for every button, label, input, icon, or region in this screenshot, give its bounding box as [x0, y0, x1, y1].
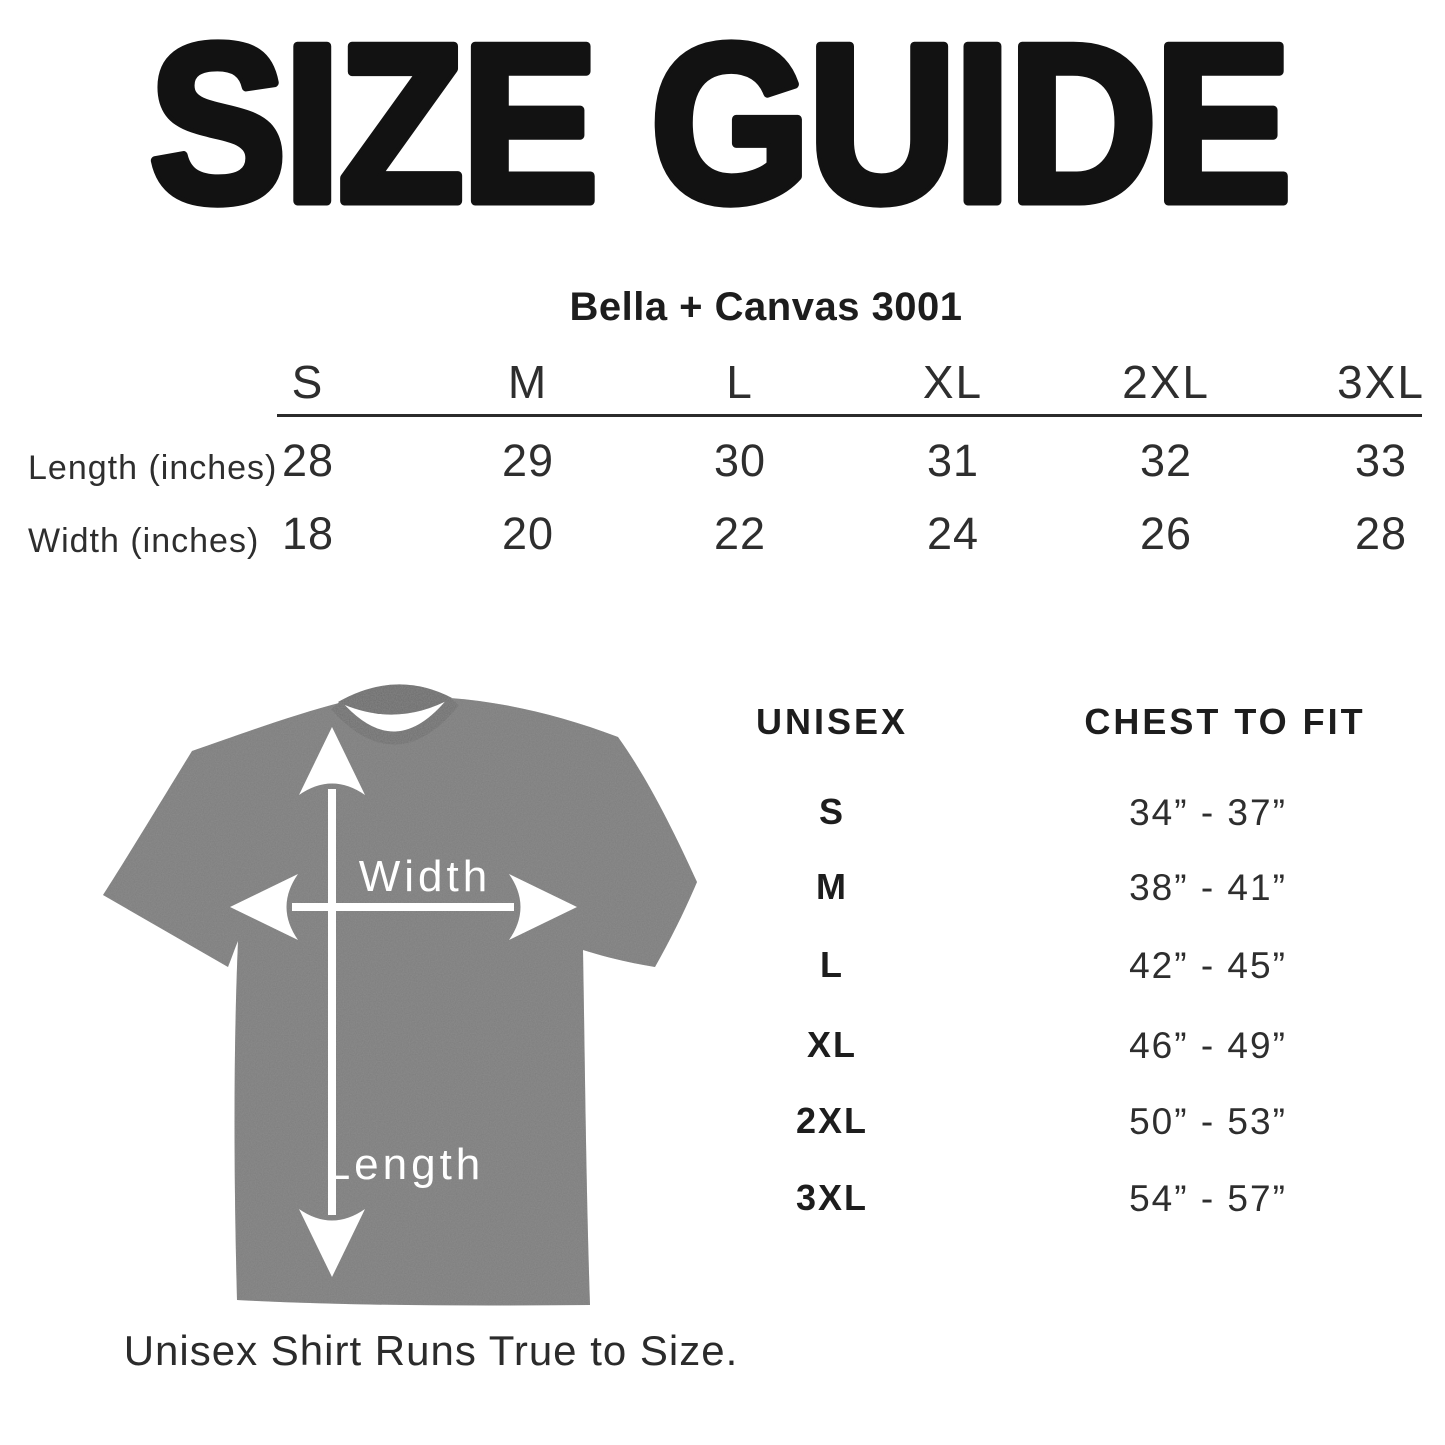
length-value-3xl: 33 [1354, 435, 1408, 486]
size-col-header-3xl: 3XL [1337, 356, 1425, 408]
length-row-label: Length (inches) [28, 449, 278, 487]
fit-chest-m: 38” - 41” [1129, 867, 1287, 908]
page-title: SIZE GUIDE [149, 0, 1289, 220]
length-value-xl: 31 [926, 435, 980, 486]
fit-chest-3xl: 54” - 57” [1129, 1178, 1287, 1219]
fit-size-xl: XL [806, 1024, 858, 1065]
table-header-rule [277, 414, 1422, 417]
width-arrow-label: Width [359, 852, 491, 901]
size-col-header-l: L [726, 356, 754, 408]
width-value-s: 18 [281, 508, 335, 559]
size-col-header-2xl: 2XL [1122, 356, 1210, 408]
title-banner: SIZE GUIDE [145, 0, 1297, 220]
shirt-collar-back [338, 684, 452, 715]
fit-size-3xl: 3XL [795, 1177, 869, 1218]
width-value-xl: 24 [926, 508, 980, 559]
length-arrow-label: Length [326, 1140, 485, 1189]
length-value-2xl: 32 [1139, 435, 1193, 486]
fit-chest-2xl: 50” - 53” [1129, 1101, 1287, 1142]
length-value-l: 30 [713, 435, 767, 486]
width-value-3xl: 28 [1354, 508, 1408, 559]
fit-size-m: M [816, 866, 848, 907]
size-col-header-s: S [291, 356, 325, 408]
width-row-label: Width (inches) [28, 522, 260, 560]
shirt-body [103, 698, 697, 1306]
product-subtitle: Bella + Canvas 3001 [569, 285, 963, 329]
fit-size-l: L [820, 944, 844, 985]
fit-chest-l: 42” - 45” [1129, 945, 1287, 986]
length-arrowhead-down [299, 1209, 365, 1277]
shirt-measurement-diagram: Width Length [103, 684, 697, 1306]
length-arrowhead-up [299, 727, 365, 795]
width-value-2xl: 26 [1139, 508, 1193, 559]
shirt-collar-band [331, 696, 460, 745]
chest-to-fit-column-header: CHEST TO FIT [1084, 701, 1366, 742]
size-col-header-m: M [507, 356, 549, 408]
measurement-arrows [230, 727, 577, 1277]
fit-chest-xl: 46” - 49” [1129, 1025, 1287, 1066]
fit-size-2xl: 2XL [795, 1100, 869, 1141]
shirt-graphic [103, 684, 697, 1306]
fit-chest-s: 34” - 37” [1129, 792, 1287, 833]
fit-size-s: S [818, 791, 846, 832]
size-col-header-xl: XL [922, 356, 984, 408]
width-value-m: 20 [501, 508, 555, 559]
width-arrowhead-right [509, 874, 577, 940]
width-arrowhead-left [230, 874, 298, 940]
fit-caption: Unisex Shirt Runs True to Size. [123, 1327, 739, 1374]
width-value-l: 22 [713, 508, 767, 559]
unisex-column-header: UNISEX [755, 701, 909, 742]
length-value-s: 28 [281, 435, 335, 486]
length-value-m: 29 [501, 435, 555, 486]
